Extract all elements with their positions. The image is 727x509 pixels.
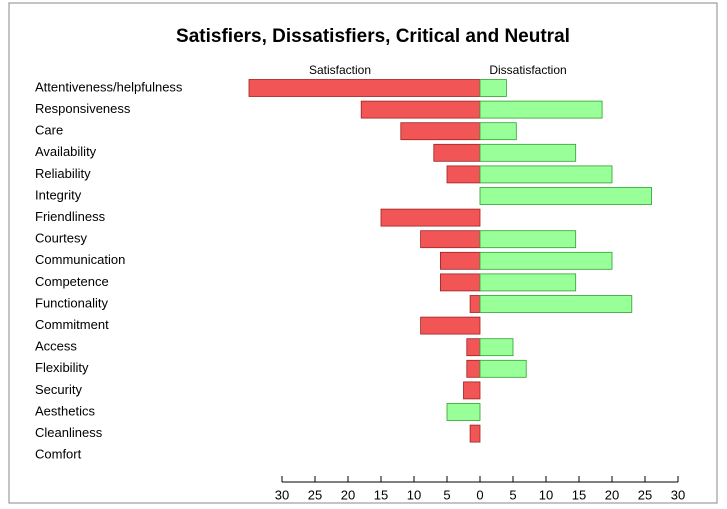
category-label: Access [35, 339, 77, 354]
bar [479, 143, 577, 162]
bar [466, 338, 481, 357]
x-tick-label: 20 [341, 487, 355, 502]
bar [248, 79, 481, 97]
bar [360, 100, 481, 119]
bar [479, 295, 633, 313]
x-tick-label: 5 [443, 487, 450, 502]
bar [479, 251, 613, 270]
bar [479, 187, 653, 205]
bar [439, 273, 481, 292]
category-label: Courtesy [35, 231, 88, 246]
category-label: Friendliness [35, 209, 106, 224]
x-tick-label: 30 [275, 487, 289, 502]
category-label: Cleanliness [35, 425, 103, 440]
bar [479, 273, 577, 292]
bar [380, 208, 481, 227]
x-tick-label: 0 [476, 487, 483, 502]
bar [479, 122, 517, 141]
category-label: Comfort [35, 447, 82, 462]
x-tick-label: 15 [374, 487, 388, 502]
category-label: Reliability [35, 166, 91, 181]
bar [446, 403, 481, 421]
bar [479, 338, 514, 357]
x-tick-label: 15 [572, 487, 586, 502]
bar [479, 79, 507, 97]
bar [433, 143, 481, 162]
category-label: Commitment [35, 317, 109, 332]
x-tick-label: 10 [407, 487, 421, 502]
bar [463, 381, 481, 400]
category-label: Flexibility [35, 360, 89, 375]
bar [400, 122, 481, 141]
bar [479, 100, 603, 119]
bar [420, 230, 481, 249]
x-tick-label: 5 [509, 487, 516, 502]
category-label: Security [35, 382, 82, 397]
bar [479, 165, 613, 184]
category-label: Responsiveness [35, 101, 131, 116]
category-label: Care [35, 123, 63, 138]
category-label: Competence [35, 274, 109, 289]
chart-title: Satisfiers, Dissatisfiers, Critical and … [176, 26, 570, 47]
x-tick-label: 10 [539, 487, 553, 502]
category-label: Integrity [35, 187, 82, 202]
bar [479, 230, 577, 249]
bar [469, 295, 481, 313]
category-label: Attentiveness/helpfulness [35, 79, 183, 94]
x-tick-label: 20 [605, 487, 619, 502]
bar [469, 424, 481, 443]
bar [420, 316, 481, 335]
bar [439, 251, 481, 270]
category-label: Communication [35, 252, 125, 267]
right-heading: Dissatisfaction [489, 63, 566, 77]
bar [479, 359, 527, 378]
x-tick-label: 25 [638, 487, 652, 502]
bar [446, 165, 481, 184]
x-tick-label: 30 [671, 487, 685, 502]
category-label: Functionality [35, 295, 108, 310]
left-heading: Satisfaction [309, 63, 371, 77]
bar [466, 359, 481, 378]
category-label: Availability [35, 144, 97, 159]
category-label: Aesthetics [35, 403, 95, 418]
x-tick-label: 25 [308, 487, 322, 502]
